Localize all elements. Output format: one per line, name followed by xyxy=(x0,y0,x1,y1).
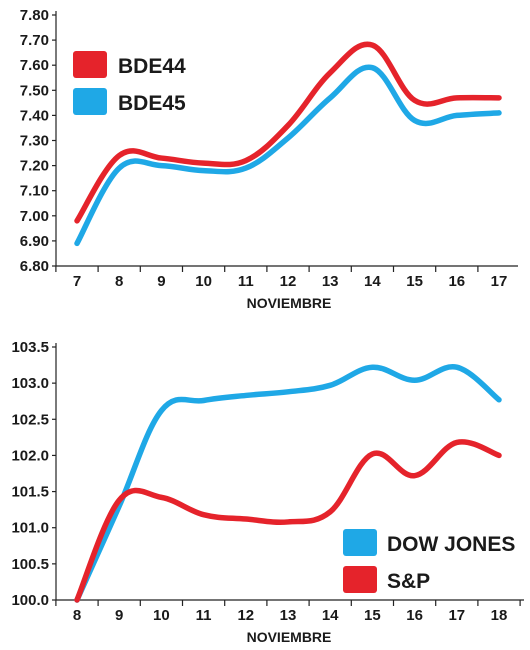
bottom-legend: DOW JONES S&P xyxy=(343,529,515,593)
y-tick-label: 101.0 xyxy=(11,520,49,537)
x-tick-label: 15 xyxy=(364,607,381,624)
y-tick-label: 7.60 xyxy=(20,57,49,74)
bottom-x-axis-label: NOVIEMBRE xyxy=(247,629,332,645)
top-legend: BDE44 BDE45 xyxy=(73,51,186,115)
y-tick-label: 7.70 xyxy=(20,32,49,49)
x-tick-label: 12 xyxy=(237,607,254,624)
series-line-bde45 xyxy=(74,64,502,247)
top-y-tick-labels: 6.80 6.90 7.00 7.10 7.20 7.30 7.40 7.50 7.60 7.70… xyxy=(20,7,49,275)
legend-label-bde44: BDE44 xyxy=(118,55,186,78)
top-x-axis-label: NOVIEMBRE xyxy=(247,295,332,311)
top-x-tick-labels: 7 8 9 10 11 12 13 14 15 16 17 xyxy=(73,273,508,290)
x-tick-label: 8 xyxy=(73,607,81,624)
x-tick-label: 17 xyxy=(491,273,508,290)
x-tick-label: 16 xyxy=(448,273,465,290)
y-tick-label: 7.00 xyxy=(20,208,49,225)
bottom-axes xyxy=(52,343,524,606)
y-tick-label: 103.5 xyxy=(11,339,49,356)
y-tick-label: 7.10 xyxy=(20,183,49,200)
chart-stock-indices: 100.0 100.5 101.0 101.5 102.0 102.5 103.0 103.5… xyxy=(11,339,524,645)
bottom-series-lines xyxy=(74,364,502,603)
y-tick-label: 100.0 xyxy=(11,592,49,609)
y-tick-label: 6.90 xyxy=(20,233,49,250)
x-tick-label: 14 xyxy=(364,273,381,290)
legend-label-bde45: BDE45 xyxy=(118,92,186,115)
x-tick-label: 11 xyxy=(196,607,212,624)
series-line-dow-jones xyxy=(74,364,502,603)
y-tick-label: 101.5 xyxy=(11,484,49,501)
x-tick-label: 17 xyxy=(448,607,465,624)
y-tick-label: 100.5 xyxy=(11,556,49,573)
bottom-x-tick-labels: 8 9 10 11 12 13 14 15 16 17 18 xyxy=(73,607,508,624)
series-line-s-p xyxy=(74,439,502,603)
x-tick-label: 10 xyxy=(195,273,212,290)
legend-swatch-bde44 xyxy=(73,51,107,78)
y-tick-label: 7.30 xyxy=(20,133,49,150)
x-tick-label: 13 xyxy=(280,607,297,624)
series-line-bde44 xyxy=(74,41,502,224)
x-tick-label: 7 xyxy=(73,273,81,290)
x-tick-label: 11 xyxy=(238,273,254,290)
y-tick-label: 7.50 xyxy=(20,82,49,99)
x-tick-label: 9 xyxy=(115,607,123,624)
y-tick-label: 7.40 xyxy=(20,107,49,124)
y-tick-label: 7.20 xyxy=(20,158,49,175)
x-tick-label: 12 xyxy=(280,273,297,290)
x-tick-label: 13 xyxy=(322,273,339,290)
x-tick-label: 9 xyxy=(157,273,165,290)
x-tick-label: 14 xyxy=(322,607,339,624)
x-tick-label: 18 xyxy=(491,607,508,624)
legend-swatch-dow-jones xyxy=(343,529,377,556)
legend-label-sp: S&P xyxy=(387,570,430,593)
x-tick-label: 10 xyxy=(153,607,170,624)
legend-label-dow-jones: DOW JONES xyxy=(387,533,515,556)
y-tick-label: 102.0 xyxy=(11,447,49,464)
legend-swatch-sp xyxy=(343,566,377,593)
x-tick-label: 16 xyxy=(406,607,423,624)
y-tick-label: 7.80 xyxy=(20,7,49,24)
bottom-y-tick-labels: 100.0 100.5 101.0 101.5 102.0 102.5 103.0 103.5 xyxy=(11,339,49,609)
x-tick-label: 8 xyxy=(115,273,123,290)
y-tick-label: 6.80 xyxy=(20,258,49,275)
y-tick-label: 103.0 xyxy=(11,375,49,392)
x-tick-label: 15 xyxy=(406,273,423,290)
legend-swatch-bde45 xyxy=(73,88,107,115)
top-axes xyxy=(52,11,518,272)
y-tick-label: 102.5 xyxy=(11,411,49,428)
top-series-lines xyxy=(74,41,502,247)
chart-bde-bonds: 6.80 6.90 7.00 7.10 7.20 7.30 7.40 7.50 7.60 7.70… xyxy=(20,7,518,311)
